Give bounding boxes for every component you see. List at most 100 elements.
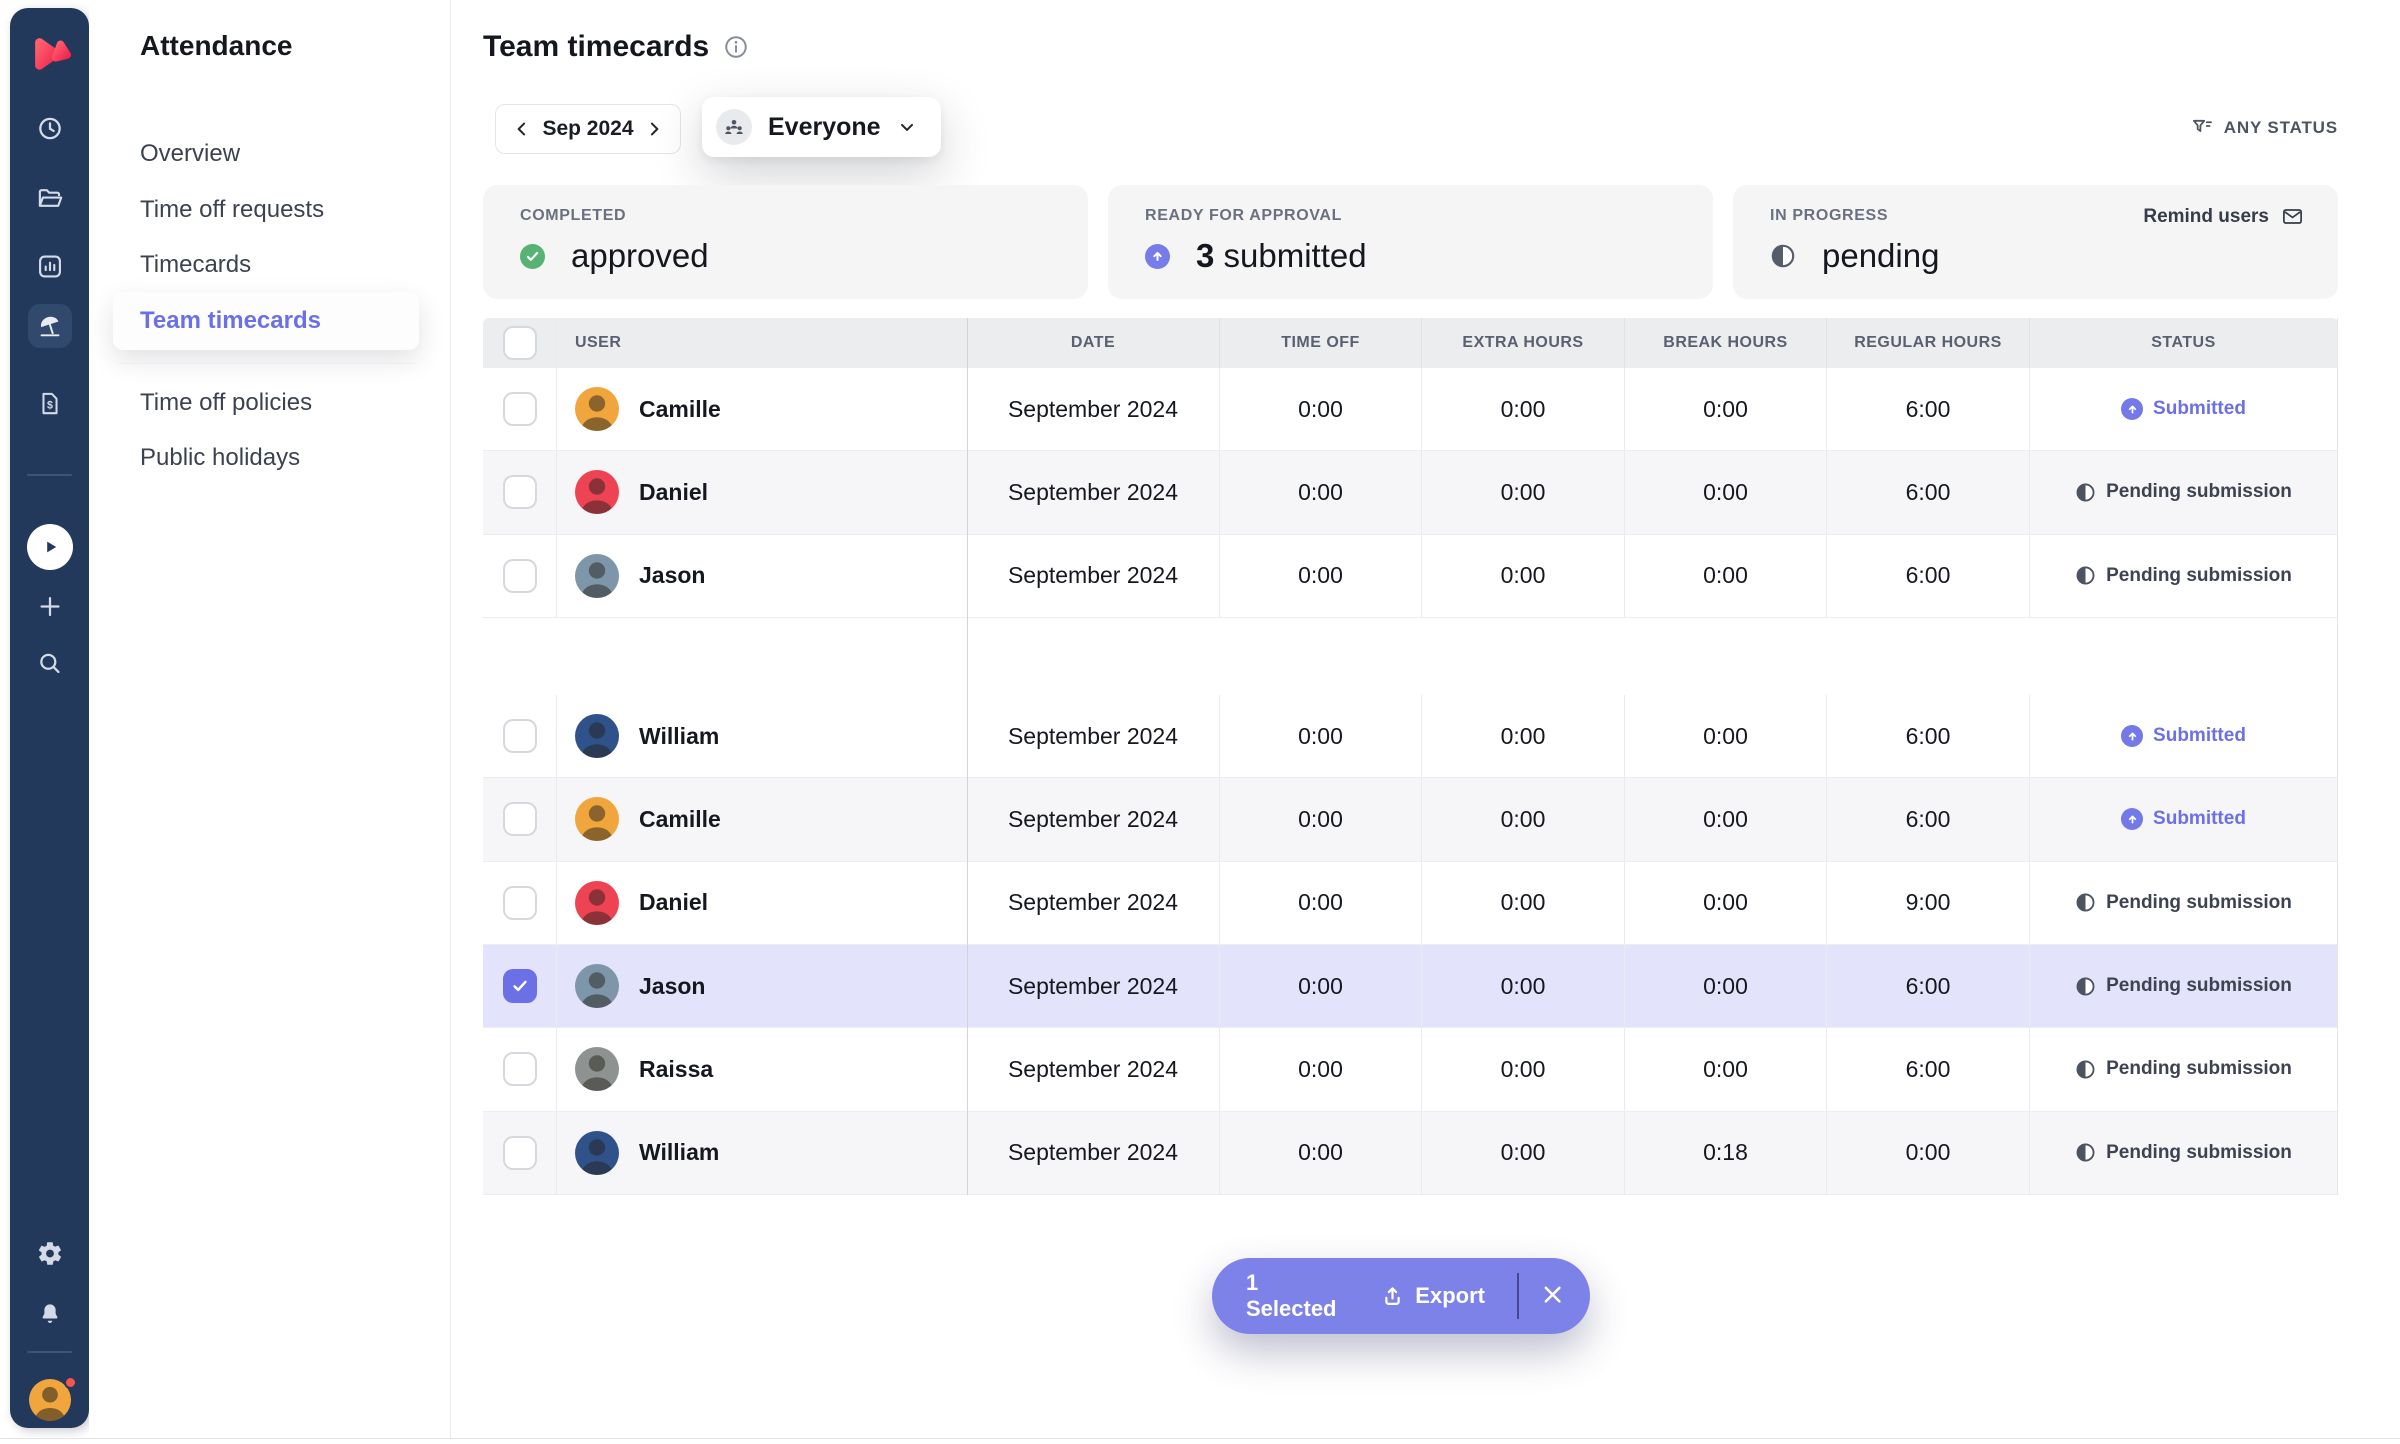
date-cell: September 2024 bbox=[1007, 805, 1179, 832]
people-filter-dropdown[interactable]: Everyone bbox=[702, 97, 941, 157]
info-icon[interactable] bbox=[723, 34, 749, 60]
pending-half-circle-icon bbox=[2075, 976, 2096, 997]
avatar bbox=[575, 387, 619, 432]
row-checkbox[interactable] bbox=[502, 392, 537, 427]
status-cell: Submitted bbox=[2121, 398, 2246, 421]
column-header-time-off[interactable]: TIME OFF bbox=[1220, 318, 1422, 368]
avatar bbox=[575, 797, 619, 842]
row-checkbox[interactable] bbox=[502, 1052, 537, 1087]
table-row[interactable]: Daniel September 2024 0:00 0:00 0:00 9:0… bbox=[483, 861, 2338, 945]
user-name: Raissa bbox=[639, 1055, 714, 1082]
payroll-document-icon[interactable]: $ bbox=[36, 390, 63, 417]
month-selector[interactable]: Sep 2024 bbox=[495, 104, 681, 154]
notifications-bell-icon[interactable] bbox=[36, 1301, 63, 1328]
extra-hours-cell: 0:00 bbox=[1500, 889, 1546, 916]
sidebar-item-public-holidays[interactable]: Public holidays bbox=[140, 444, 301, 471]
remind-users-label: Remind users bbox=[2143, 205, 2269, 227]
column-header-break-hours[interactable]: BREAK HOURS bbox=[1625, 318, 1827, 368]
user-name: Daniel bbox=[639, 889, 709, 916]
break-hours-cell: 0:00 bbox=[1703, 972, 1748, 999]
avatar bbox=[575, 964, 619, 1009]
table-row[interactable]: Daniel September 2024 0:00 0:00 0:00 6:0… bbox=[483, 451, 2338, 535]
table-row[interactable]: Camille September 2024 0:00 0:00 0:00 6:… bbox=[483, 368, 2338, 452]
add-icon[interactable] bbox=[36, 593, 63, 620]
people-filter-value: Everyone bbox=[768, 112, 881, 141]
bar-chart-icon[interactable] bbox=[36, 253, 63, 280]
column-header-regular-hours[interactable]: REGULAR HOURS bbox=[1827, 318, 2030, 368]
play-button[interactable] bbox=[26, 524, 73, 570]
attendance-sidebar: Attendance Overview Time off requests Ti… bbox=[89, 0, 451, 1438]
row-checkbox[interactable] bbox=[502, 1135, 537, 1170]
extra-hours-cell: 0:00 bbox=[1500, 722, 1546, 749]
row-checkbox[interactable] bbox=[502, 558, 537, 593]
avatar bbox=[575, 470, 619, 515]
pending-half-circle-icon bbox=[2075, 482, 2096, 503]
time-off-cell: 0:00 bbox=[1298, 395, 1343, 422]
chevron-left-icon[interactable] bbox=[512, 119, 532, 139]
time-off-cell: 0:00 bbox=[1298, 972, 1343, 999]
sidebar-item-timecards[interactable]: Timecards bbox=[140, 251, 252, 278]
table-row[interactable]: Jason September 2024 0:00 0:00 0:00 6:00… bbox=[483, 944, 2338, 1029]
date-cell: September 2024 bbox=[1007, 478, 1179, 505]
row-checkbox[interactable] bbox=[502, 802, 537, 837]
user-name: Camille bbox=[639, 395, 721, 422]
row-checkbox[interactable] bbox=[502, 969, 537, 1004]
break-hours-cell: 0:18 bbox=[1703, 1139, 1748, 1166]
export-button[interactable]: Export bbox=[1381, 1283, 1485, 1309]
extra-hours-cell: 0:00 bbox=[1500, 972, 1546, 999]
pending-half-circle-icon bbox=[2075, 1059, 2096, 1080]
card-ready-for-approval: READY FOR APPROVAL 3 submitted bbox=[1108, 185, 1713, 299]
timecards-table: USER DATE TIME OFF EXTRA HOURS BREAK HOU… bbox=[483, 318, 2338, 1195]
window-bottom-border bbox=[0, 1438, 2400, 1439]
avatar bbox=[575, 880, 619, 925]
sidebar-item-time-off-requests[interactable]: Time off requests bbox=[140, 196, 325, 223]
extra-hours-cell: 0:00 bbox=[1500, 1055, 1546, 1082]
close-icon[interactable] bbox=[1541, 1283, 1564, 1309]
table-row[interactable]: William September 2024 0:00 0:00 0:00 6:… bbox=[483, 694, 2338, 779]
column-header-user[interactable]: USER bbox=[575, 334, 622, 351]
sidebar-item-overview[interactable]: Overview bbox=[140, 140, 241, 167]
column-header-extra-hours[interactable]: EXTRA HOURS bbox=[1422, 318, 1625, 368]
remind-users-button[interactable]: Remind users bbox=[2143, 205, 2304, 228]
profile-avatar[interactable] bbox=[28, 1379, 71, 1421]
attendance-umbrella-icon[interactable] bbox=[27, 304, 72, 348]
settings-gear-icon[interactable] bbox=[36, 1240, 63, 1267]
sidebar-item-team-timecards[interactable]: Team timecards bbox=[113, 292, 419, 350]
sidebar-item-time-off-policies[interactable]: Time off policies bbox=[140, 389, 313, 416]
row-checkbox[interactable] bbox=[502, 885, 537, 920]
table-row[interactable]: Camille September 2024 0:00 0:00 0:00 6:… bbox=[483, 778, 2338, 862]
group-icon bbox=[716, 109, 752, 145]
table-column-divider bbox=[967, 318, 968, 1195]
table-row[interactable]: William September 2024 0:00 0:00 0:18 0:… bbox=[483, 1111, 2338, 1195]
status-label: Pending submission bbox=[2106, 564, 2292, 586]
table-row[interactable]: Raissa September 2024 0:00 0:00 0:00 6:0… bbox=[483, 1028, 2338, 1112]
column-header-date[interactable]: DATE bbox=[967, 318, 1220, 368]
chevron-right-icon[interactable] bbox=[644, 119, 664, 139]
user-name: William bbox=[639, 1139, 720, 1166]
break-hours-cell: 0:00 bbox=[1703, 1055, 1748, 1082]
extra-hours-cell: 0:00 bbox=[1500, 478, 1546, 505]
status-cell: Pending submission bbox=[2075, 892, 2292, 914]
avatar bbox=[575, 1047, 619, 1092]
column-header-status[interactable]: STATUS bbox=[2151, 334, 2216, 351]
table-header-row: USER DATE TIME OFF EXTRA HOURS BREAK HOU… bbox=[483, 318, 2338, 368]
card-label: COMPLETED bbox=[520, 207, 627, 224]
card-label: READY FOR APPROVAL bbox=[1145, 207, 1343, 224]
status-filter[interactable]: ANY STATUS bbox=[2191, 116, 2338, 139]
table-row[interactable]: Jason September 2024 0:00 0:00 0:00 6:00… bbox=[483, 534, 2338, 618]
regular-hours-cell: 9:00 bbox=[1905, 889, 1951, 916]
personio-logo-icon[interactable] bbox=[27, 30, 73, 76]
clock-icon[interactable] bbox=[36, 115, 63, 142]
folder-icon[interactable] bbox=[36, 185, 63, 212]
search-icon[interactable] bbox=[36, 650, 63, 677]
card-label: IN PROGRESS bbox=[1770, 207, 1889, 224]
envelope-icon bbox=[2283, 209, 2302, 224]
time-off-cell: 0:00 bbox=[1298, 478, 1343, 505]
pending-half-circle-icon bbox=[2075, 565, 2096, 586]
status-cell: Pending submission bbox=[2075, 1142, 2292, 1164]
row-checkbox[interactable] bbox=[502, 475, 537, 510]
select-all-checkbox[interactable] bbox=[502, 326, 537, 360]
regular-hours-cell: 6:00 bbox=[1905, 805, 1951, 832]
row-checkbox[interactable] bbox=[502, 719, 537, 754]
break-hours-cell: 0:00 bbox=[1703, 722, 1748, 749]
